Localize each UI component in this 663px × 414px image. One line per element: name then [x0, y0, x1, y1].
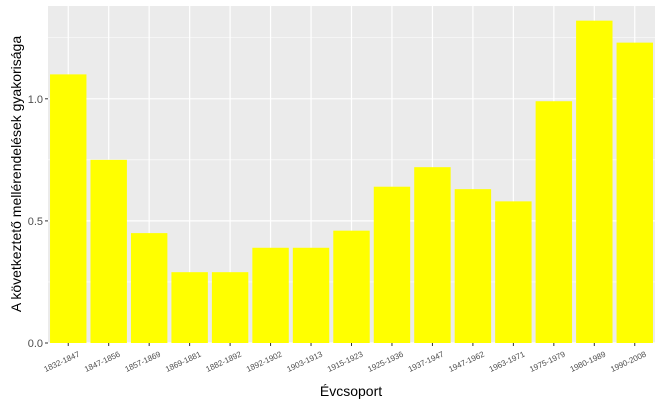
bar-1915-1923	[333, 230, 370, 343]
bar-1947-1962	[454, 189, 492, 343]
bar-1832-1847	[50, 74, 87, 344]
x-tick-label: 1882-1892	[204, 349, 243, 374]
x-tick-label: 1990-2008	[609, 349, 648, 374]
bar-1975-1979	[535, 101, 573, 343]
bar-1925-1936	[373, 186, 411, 343]
bar-1847-1856	[90, 159, 127, 343]
bar-1857-1869	[130, 233, 168, 343]
x-axis-title: Évcsoport	[320, 383, 382, 399]
y-tick-label: 1.0	[28, 94, 43, 106]
x-tick-label: 1857-1869	[124, 349, 163, 374]
y-axis-title: A következtető mellérendelések gyakorisá…	[8, 36, 24, 312]
x-tick-label: 1975-1979	[528, 349, 567, 374]
x-ticks: 1832-1847 1847-1856 1857-1869 1869-1881 1882…	[43, 343, 648, 374]
y-tick-label: 0.0	[28, 338, 43, 350]
bars	[50, 20, 653, 344]
x-tick-label: 1869-1881	[164, 349, 203, 374]
x-tick-label: 1832-1847	[43, 349, 82, 374]
x-tick-label: 1980-1989	[569, 349, 608, 374]
x-tick-label: 1847-1856	[83, 349, 122, 374]
y-ticks: 0.0 0.5 1.0	[28, 94, 48, 350]
x-tick-label: 1892-1902	[245, 349, 284, 374]
bar-1892-1902	[252, 247, 289, 343]
y-tick-label: 0.5	[28, 216, 43, 228]
x-tick-label: 1915-1923	[326, 349, 365, 374]
x-tick-label: 1903-1913	[285, 349, 324, 374]
bar-1869-1881	[171, 272, 208, 343]
bar-1882-1892	[211, 272, 249, 343]
x-tick-label: 1925-1936	[366, 349, 405, 374]
x-tick-label: 1963-1971	[488, 349, 527, 374]
bar-1963-1971	[495, 201, 532, 343]
bar-1990-2008	[616, 42, 653, 344]
x-tick-label: 1937-1947	[407, 349, 446, 374]
bar-1903-1913	[292, 247, 330, 343]
x-tick-label: 1947-1962	[447, 349, 486, 374]
bar-1937-1947	[414, 167, 451, 343]
bar-1980-1989	[576, 20, 613, 344]
